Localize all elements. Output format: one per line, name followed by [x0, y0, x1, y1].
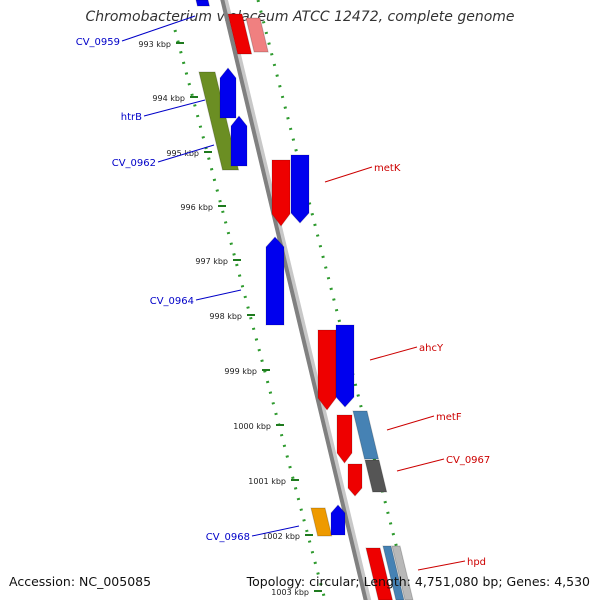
gene-cv0968-leader: [251, 525, 300, 537]
gene-metf: [352, 410, 380, 460]
gene-metk: [290, 154, 310, 224]
gene-metf-red: [336, 414, 353, 464]
gene-cv0967-leader: [396, 458, 445, 472]
map-title: Chromobacterium violaceum ATCC 12472, co…: [85, 9, 515, 25]
gene-ahcy-label: ahcY: [419, 343, 444, 354]
backbone: [220, 0, 368, 600]
gene-hpd-gray: [391, 545, 414, 600]
ruler-label: 993 kbp: [138, 40, 171, 49]
ruler-label: 1003 kbp: [271, 588, 309, 597]
gene-metf-leader: [386, 415, 435, 431]
gene-cv0959-leader: [121, 15, 196, 42]
gene-cv0968: [330, 504, 346, 536]
gene-ahcy: [335, 324, 355, 408]
gene-cv0968-orange: [310, 507, 333, 537]
gene-cv0959-red: [227, 13, 253, 55]
gene-htrb: [198, 71, 240, 171]
gene-htrb-leader: [143, 99, 206, 117]
ruler-label: 997 kbp: [195, 257, 228, 266]
ruler-label: 1000 kbp: [233, 422, 271, 431]
ruler-label: 1001 kbp: [248, 477, 286, 486]
gene-htrb-blue: [219, 67, 237, 119]
gene-cv0967-label: CV_0967: [446, 455, 490, 466]
gene-metf-label: metF: [436, 412, 462, 423]
gene-metk-leader: [324, 166, 373, 183]
gene-ahcy-leader: [369, 346, 418, 361]
ruler-label: 998 kbp: [209, 312, 242, 321]
outer-rail-right: [256, 0, 412, 600]
gene-cv0959-pink: [245, 17, 269, 53]
gene-cv0964-label: CV_0964: [150, 296, 194, 307]
gene-cv0962-leader: [157, 144, 215, 163]
ruler-label: 1002 kbp: [262, 532, 300, 541]
gene-metk-red: [271, 159, 291, 227]
gene-metk-label: metK: [374, 163, 401, 174]
gene-cv0964-leader: [195, 289, 242, 301]
ruler-label: 995 kbp: [166, 149, 199, 158]
gene-cv0958: [195, 0, 211, 7]
gene-ahcy-red: [317, 329, 337, 411]
gene-hpd-red: [365, 547, 393, 600]
ruler-label: 999 kbp: [224, 367, 257, 376]
gene-cv0968-label: CV_0968: [206, 532, 250, 543]
gene-hpd-label: hpd: [467, 557, 486, 568]
gene-cv0964: [265, 236, 285, 326]
gene-htrb-label: htrB: [121, 112, 142, 123]
gene-cv0962: [230, 115, 248, 167]
gene-hpd-steel: [382, 545, 405, 600]
topology-text: Topology: circular; Length: 4,751,080 bp…: [246, 574, 590, 589]
gene-cv0967-red: [347, 463, 363, 497]
gene-cv0967: [364, 459, 388, 493]
ruler-label: 996 kbp: [180, 203, 213, 212]
gene-hpd-leader: [417, 560, 466, 571]
gene-cv0962-label: CV_0962: [112, 158, 156, 169]
accession-text: Accession: NC_005085: [9, 574, 152, 589]
gene-cv0959-label: CV_0959: [76, 37, 120, 48]
ruler-label: 994 kbp: [152, 94, 185, 103]
